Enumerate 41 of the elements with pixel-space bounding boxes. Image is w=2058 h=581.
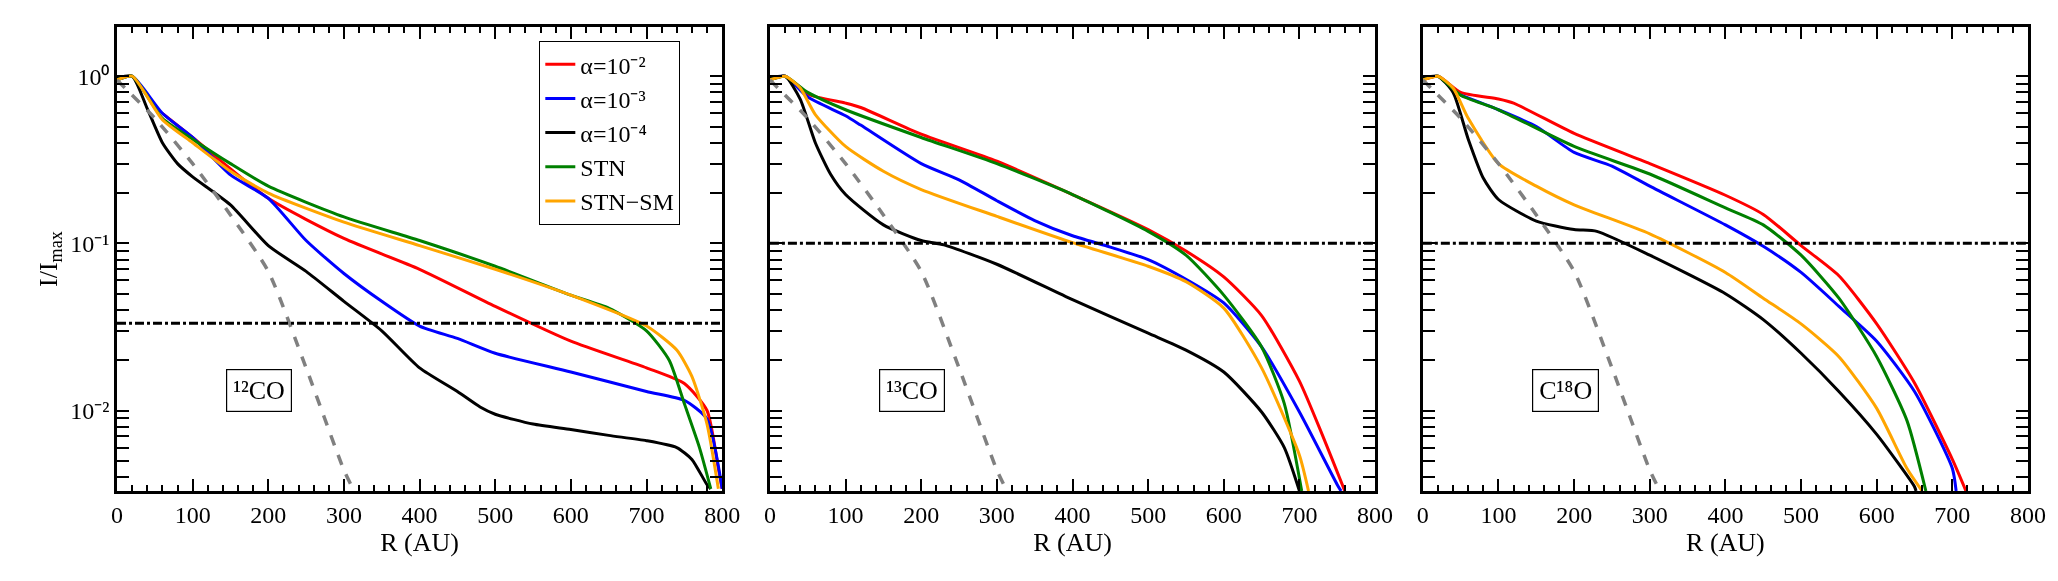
- legend-label: STN−SM: [580, 189, 674, 216]
- x-tick-label: 500: [477, 501, 514, 528]
- x-tick-label: 100: [174, 501, 211, 528]
- x-tick-label: 500: [1783, 501, 1820, 528]
- legend-label: STN: [580, 155, 626, 182]
- legend-label: α=10⁻³: [580, 86, 646, 113]
- x-tick-label: 700: [1281, 501, 1318, 528]
- x-tick-label: 400: [1054, 501, 1091, 528]
- x-tick-label: 200: [903, 501, 940, 528]
- x-tick-label: 800: [1357, 501, 1394, 528]
- legend-label: α=10⁻⁴: [580, 120, 647, 147]
- x-axis-title: R (AU): [1686, 527, 1765, 557]
- annotation: ¹³CO: [886, 376, 938, 406]
- x-tick-label: 400: [401, 501, 438, 528]
- x-tick-label: 600: [1205, 501, 1242, 528]
- x-tick-label: 200: [250, 501, 287, 528]
- legend-label: α=10⁻²: [580, 52, 646, 79]
- x-tick-label: 200: [1556, 501, 1593, 528]
- x-tick-label: 700: [628, 501, 665, 528]
- x-tick-label: 0: [763, 501, 776, 528]
- y-tick-label: 10⁻²: [70, 397, 110, 424]
- x-tick-label: 300: [1631, 501, 1668, 528]
- x-tick-label: 500: [1130, 501, 1167, 528]
- annotation: C¹⁸O: [1539, 376, 1593, 406]
- y-tick-label: 10⁰: [77, 63, 110, 90]
- x-tick-label: 100: [1480, 501, 1517, 528]
- x-tick-label: 600: [552, 501, 589, 528]
- x-tick-label: 0: [111, 501, 123, 528]
- x-tick-label: 800: [2010, 501, 2046, 528]
- x-tick-label: 300: [978, 501, 1015, 528]
- x-tick-label: 0: [1416, 501, 1429, 528]
- x-tick-label: 600: [1858, 501, 1895, 528]
- x-axis-title: R (AU): [1033, 527, 1112, 557]
- x-tick-label: 800: [704, 501, 741, 528]
- x-tick-label: 400: [1707, 501, 1744, 528]
- annotation: ¹²CO: [233, 376, 285, 406]
- x-tick-label: 700: [1934, 501, 1971, 528]
- x-axis-title: R (AU): [380, 527, 459, 557]
- x-tick-label: 100: [827, 501, 864, 528]
- x-tick-label: 300: [325, 501, 362, 528]
- y-tick-label: 10⁻¹: [70, 230, 110, 257]
